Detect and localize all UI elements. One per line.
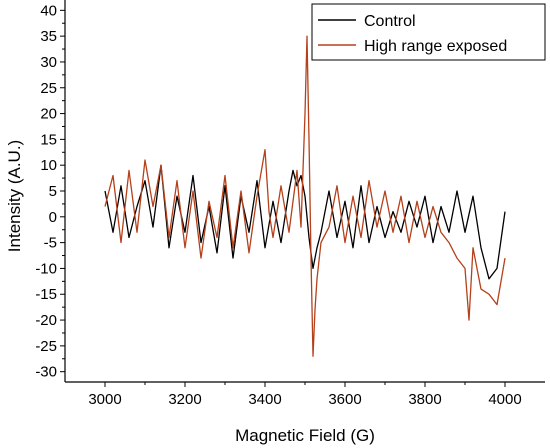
y-tick-label: 25 [40, 80, 57, 97]
series-layer [104, 35, 506, 357]
y-tick-label: 35 [40, 28, 57, 45]
y-tick-label: 15 [40, 131, 57, 148]
y-tick-label: -15 [35, 286, 57, 303]
y-tick-label: -30 [35, 364, 57, 381]
y-tick-label: -25 [35, 338, 57, 355]
x-axis-title: Magnetic Field (G) [235, 426, 375, 445]
x-tick-label: 3800 [408, 391, 441, 408]
y-axis-title: Intensity (A.U.) [5, 140, 24, 252]
y-tick-label: 20 [40, 106, 57, 123]
y-tick-label: 5 [49, 183, 57, 200]
legend-entry-label: Control [364, 13, 416, 30]
y-tick-label: 40 [40, 2, 57, 19]
series-line-high-range-exposed [104, 35, 506, 357]
x-tick-label: 4000 [488, 391, 521, 408]
legend-entry-label: High range exposed [364, 38, 507, 55]
y-tick-label: -20 [35, 312, 57, 329]
series-line-control [104, 164, 506, 280]
y-tick-label: 0 [49, 209, 57, 226]
x-tick-label: 3400 [248, 391, 281, 408]
legend: Control High range exposed [311, 3, 546, 61]
axes: 3000 3200 3400 3600 3800 4000 -30 -25 -20 -15 -10 -… [35, 0, 545, 408]
legend-box [311, 3, 546, 61]
x-tick-label: 3000 [88, 391, 121, 408]
x-tick-label: 3200 [168, 391, 201, 408]
y-tick-label: 30 [40, 54, 57, 71]
y-tick-label: -10 [35, 260, 57, 277]
x-tick-label: 3600 [328, 391, 361, 408]
y-tick-label: 10 [40, 157, 57, 174]
y-tick-label: -5 [44, 235, 57, 252]
